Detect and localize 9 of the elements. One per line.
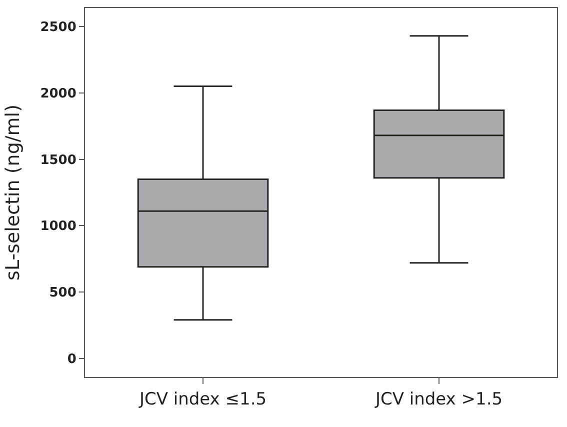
y-axis-title: sL-selectin (ng/ml) <box>2 104 24 280</box>
y-tick-label: 500 <box>49 286 76 301</box>
y-tick-label: 1500 <box>40 152 76 168</box>
y-tick-label: 2000 <box>40 86 76 102</box>
y-tick-label: 2500 <box>40 20 76 36</box>
y-tick-label: 1000 <box>40 219 76 234</box>
x-tick-label: JCV index ≤1.5 <box>138 389 267 410</box>
y-tick-label: 0 <box>67 352 76 367</box>
x-tick-label: JCV index >1.5 <box>374 389 503 410</box>
